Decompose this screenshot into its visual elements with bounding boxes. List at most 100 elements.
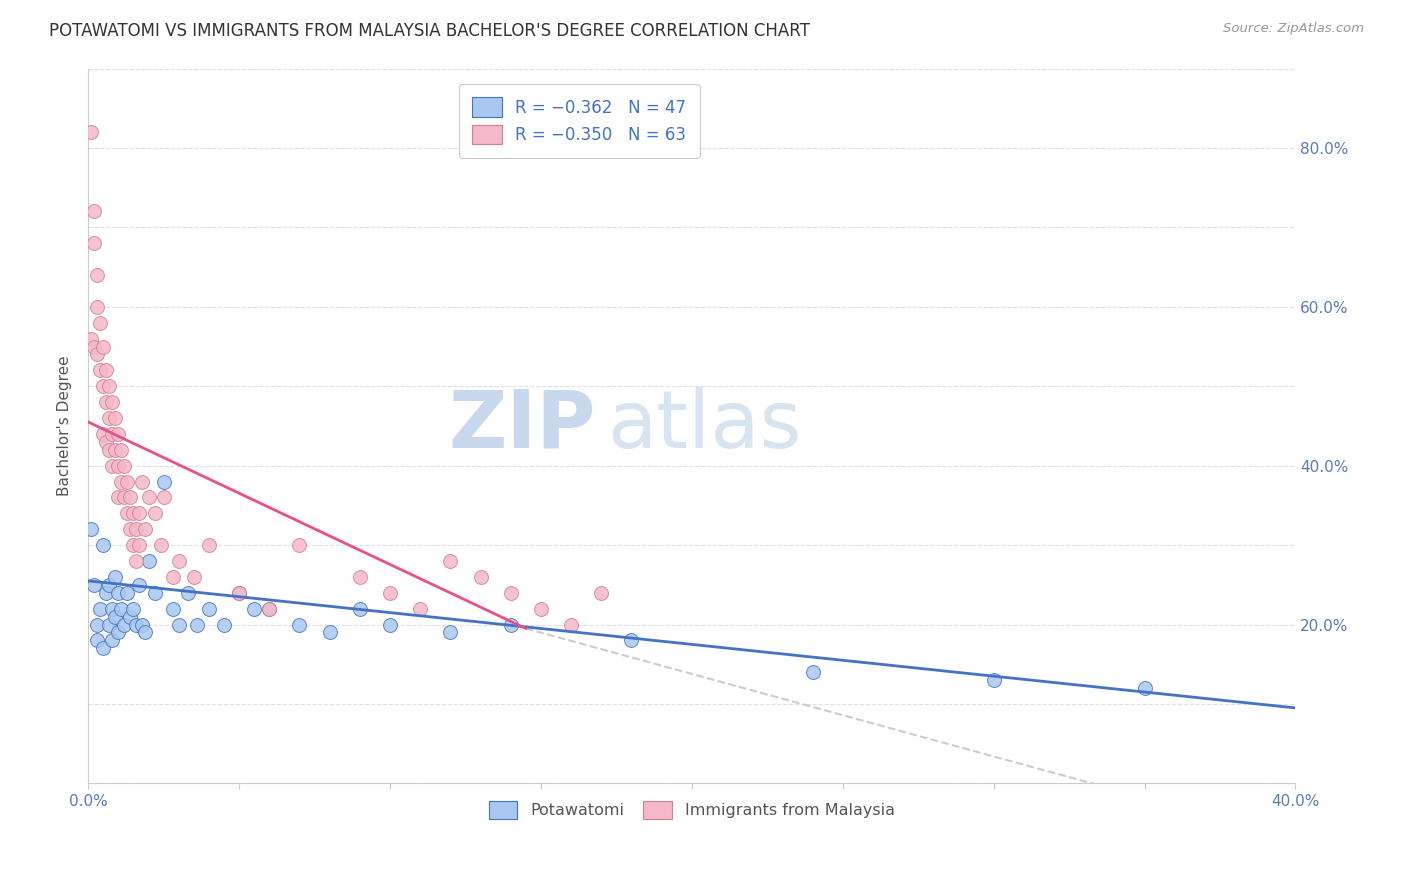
- Point: [591, 586, 613, 600]
- Point: [120, 609, 142, 624]
- Point: [198, 601, 221, 615]
- Point: [125, 554, 148, 568]
- Point: [138, 554, 160, 568]
- Point: [89, 316, 111, 330]
- Text: ZIP: ZIP: [449, 387, 595, 465]
- Point: [101, 601, 124, 615]
- Point: [620, 633, 643, 648]
- Point: [98, 617, 121, 632]
- Point: [349, 570, 371, 584]
- Point: [167, 617, 190, 632]
- Point: [143, 586, 166, 600]
- Point: [86, 300, 108, 314]
- Point: [80, 332, 103, 346]
- Point: [86, 268, 108, 282]
- Point: [378, 586, 401, 600]
- Point: [89, 601, 111, 615]
- Point: [112, 491, 135, 505]
- Text: Source: ZipAtlas.com: Source: ZipAtlas.com: [1223, 22, 1364, 36]
- Point: [91, 379, 114, 393]
- Point: [83, 578, 105, 592]
- Point: [91, 339, 114, 353]
- Point: [98, 379, 121, 393]
- Point: [110, 601, 132, 615]
- Point: [96, 363, 118, 377]
- Point: [91, 426, 114, 441]
- Point: [98, 578, 121, 592]
- Point: [122, 506, 145, 520]
- Point: [101, 426, 124, 441]
- Point: [560, 617, 582, 632]
- Point: [96, 434, 118, 449]
- Point: [530, 601, 553, 615]
- Point: [128, 538, 150, 552]
- Point: [167, 554, 190, 568]
- Point: [112, 617, 135, 632]
- Point: [125, 617, 148, 632]
- Point: [104, 442, 127, 457]
- Point: [96, 586, 118, 600]
- Point: [98, 442, 121, 457]
- Point: [439, 625, 461, 640]
- Point: [86, 617, 108, 632]
- Point: [91, 538, 114, 552]
- Point: [288, 538, 311, 552]
- Point: [101, 395, 124, 409]
- Point: [983, 673, 1005, 687]
- Point: [112, 458, 135, 473]
- Point: [101, 633, 124, 648]
- Point: [104, 609, 127, 624]
- Point: [104, 411, 127, 425]
- Point: [83, 339, 105, 353]
- Point: [122, 538, 145, 552]
- Point: [439, 554, 461, 568]
- Point: [110, 442, 132, 457]
- Point: [134, 522, 156, 536]
- Point: [107, 491, 129, 505]
- Point: [120, 491, 142, 505]
- Point: [86, 347, 108, 361]
- Point: [243, 601, 266, 615]
- Point: [162, 570, 184, 584]
- Point: [149, 538, 172, 552]
- Point: [162, 601, 184, 615]
- Point: [801, 665, 824, 680]
- Point: [117, 586, 139, 600]
- Point: [83, 236, 105, 251]
- Point: [89, 363, 111, 377]
- Point: [1133, 681, 1156, 695]
- Text: POTAWATOMI VS IMMIGRANTS FROM MALAYSIA BACHELOR'S DEGREE CORRELATION CHART: POTAWATOMI VS IMMIGRANTS FROM MALAYSIA B…: [49, 22, 810, 40]
- Point: [499, 586, 522, 600]
- Point: [257, 601, 280, 615]
- Point: [125, 522, 148, 536]
- Point: [80, 522, 103, 536]
- Point: [131, 617, 153, 632]
- Point: [257, 601, 280, 615]
- Point: [318, 625, 340, 640]
- Point: [107, 625, 129, 640]
- Text: atlas: atlas: [607, 387, 801, 465]
- Point: [122, 601, 145, 615]
- Point: [409, 601, 432, 615]
- Point: [138, 491, 160, 505]
- Point: [96, 395, 118, 409]
- Point: [98, 411, 121, 425]
- Y-axis label: Bachelor's Degree: Bachelor's Degree: [58, 356, 72, 496]
- Point: [86, 633, 108, 648]
- Point: [91, 641, 114, 656]
- Point: [470, 570, 492, 584]
- Point: [288, 617, 311, 632]
- Point: [80, 125, 103, 139]
- Point: [212, 617, 235, 632]
- Point: [152, 475, 174, 489]
- Point: [128, 506, 150, 520]
- Legend: Potawatomi, Immigrants from Malaysia: Potawatomi, Immigrants from Malaysia: [482, 794, 901, 825]
- Point: [117, 506, 139, 520]
- Point: [183, 570, 205, 584]
- Point: [134, 625, 156, 640]
- Point: [228, 586, 250, 600]
- Point: [152, 491, 174, 505]
- Point: [117, 475, 139, 489]
- Point: [228, 586, 250, 600]
- Point: [120, 522, 142, 536]
